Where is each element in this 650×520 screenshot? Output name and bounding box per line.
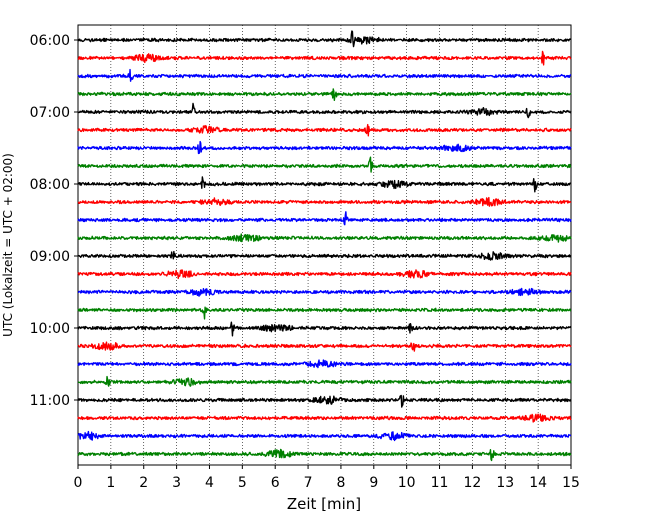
x-tick-label: 10 [398,475,416,491]
trace-0715 [77,123,572,137]
x-tick-label: 2 [139,475,148,491]
trace-0745 [77,156,572,173]
trace-0830 [77,211,572,226]
trace-1000 [77,321,572,337]
trace-1115 [77,413,572,423]
x-axis-label: Zeit [min] [287,495,361,513]
trace-0930 [77,287,572,297]
x-tick-label: 11 [431,475,449,491]
x-tick-label: 4 [205,475,214,491]
x-tick-label: 6 [271,475,280,491]
y-axis-label: UTC (Lokalzeit = UTC + 02:00) [1,153,15,337]
trace-0945 [77,306,572,320]
x-tick-label: 5 [238,475,247,491]
trace-1030 [77,359,572,369]
trace-0800 [77,176,572,193]
x-tick-label: 1 [106,475,115,491]
trace-0700 [77,102,572,119]
x-tick-label: 0 [74,475,83,491]
trace-lines [77,30,572,462]
trace-1045 [77,375,572,387]
x-tick-label: 15 [562,475,580,491]
x-tick-label: 9 [369,475,378,491]
y-tick-label: 07:00 [30,105,70,121]
trace-0845 [77,233,572,243]
trace-1015 [77,341,572,352]
y-tick-label: 10:00 [30,321,70,337]
x-tick-label: 13 [496,475,514,491]
y-tick-label: 09:00 [30,249,70,265]
plot-frame [77,24,572,466]
trace-1130 [77,430,572,442]
x-tick-label: 8 [336,475,345,491]
y-tick-label: 08:00 [30,177,70,193]
trace-0615 [77,50,572,66]
x-tick-label: 14 [529,475,547,491]
x-tick-label: 12 [463,475,481,491]
trace-0630 [77,68,572,82]
trace-1100 [77,394,572,408]
x-tick-label: 7 [304,475,313,491]
y-tick-label: 06:00 [30,33,70,49]
y-tick-label: 11:00 [30,393,70,409]
trace-0600 [77,30,572,48]
y-axis-ticks: 06:00 07:00 08:00 09:00 10:00 11:00 [30,33,78,409]
trace-0900 [77,250,572,261]
trace-1145 [77,448,572,462]
x-tick-label: 3 [172,475,181,491]
trace-0730 [77,140,572,155]
vertical-grid [110,25,539,465]
trace-0915 [77,269,572,280]
trace-0815 [77,196,572,207]
trace-0645 [77,88,572,102]
x-axis-ticks: 0 1 2 3 4 5 6 7 8 9 10 11 12 13 14 15 [74,465,580,491]
